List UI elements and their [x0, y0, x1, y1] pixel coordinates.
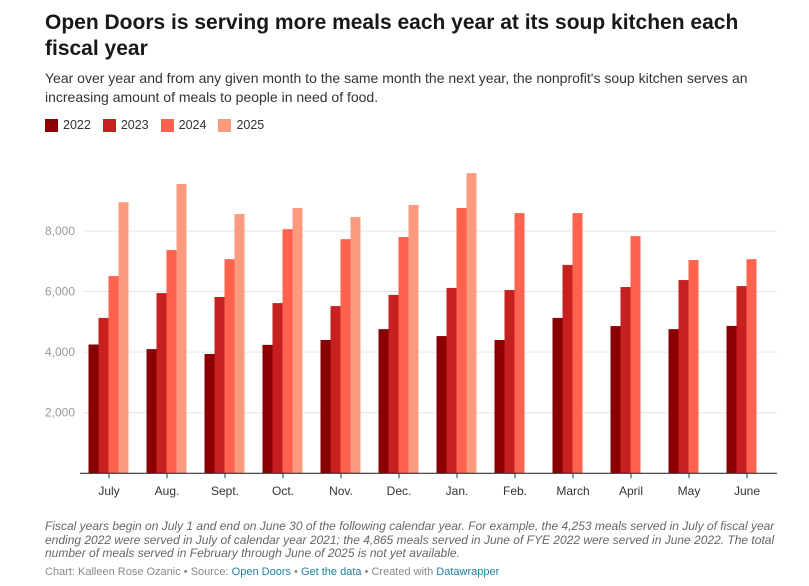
y-tick-label: 4,000 — [45, 345, 75, 359]
legend-item: 2024 — [160, 118, 207, 132]
chart-notes: Fiscal years begin on July 1 and end on … — [45, 519, 775, 560]
legend-item: 2023 — [102, 118, 149, 132]
y-tick-label: 8,000 — [45, 224, 75, 238]
legend-label: 2024 — [178, 118, 207, 132]
bar-2022-june — [726, 325, 737, 474]
credit-sep: • — [290, 566, 301, 578]
bar-2023-aug — [156, 293, 167, 474]
credit-line: Chart: Kalleen Rose Ozanic • Source: Ope… — [45, 566, 499, 578]
x-tick-label: Sept. — [211, 484, 239, 498]
bar-2022-july — [88, 344, 99, 474]
bar-2025-sept — [234, 214, 245, 474]
legend-swatch — [218, 118, 232, 132]
bar-2024-march — [572, 213, 583, 474]
x-tick-label: April — [619, 484, 643, 498]
bar-2025-oct — [292, 207, 303, 474]
y-tick-label: 6,000 — [45, 285, 75, 299]
bar-2024-feb — [514, 213, 525, 474]
bar-2025-july — [118, 202, 129, 474]
bar-2023-april — [620, 287, 631, 474]
bar-2022-dec — [378, 329, 389, 474]
bar-2022-nov — [320, 340, 331, 474]
chart-subtitle: Year over year and from any given month … — [45, 70, 748, 105]
bar-2024-april — [630, 236, 641, 474]
bar-2023-feb — [504, 290, 515, 474]
legend-label: 2022 — [63, 118, 91, 132]
bar-2023-nov — [330, 306, 341, 474]
x-tick-label: June — [734, 484, 760, 498]
bar-2023-july — [98, 317, 109, 474]
bar-2025-jan — [466, 173, 477, 474]
legend-swatch — [160, 118, 174, 132]
x-tick-label: Oct. — [272, 484, 294, 498]
x-tick-label: Nov. — [329, 484, 353, 498]
bar-2023-sept — [214, 297, 225, 474]
source-link[interactable]: Open Doors — [231, 566, 291, 578]
bar-2025-aug — [176, 184, 187, 474]
bar-2023-june — [736, 286, 747, 474]
bar-2024-sept — [224, 259, 235, 474]
bar-2025-nov — [350, 217, 361, 474]
bar-2022-sept — [204, 353, 215, 474]
x-tick-label: May — [678, 484, 701, 498]
bar-2024-jan — [456, 207, 467, 474]
legend-swatch — [45, 118, 58, 132]
credit-prefix: Chart: Kalleen Rose Ozanic • Source: — [45, 566, 232, 578]
x-tick-label: Jan. — [446, 484, 469, 498]
y-tick-label: 2,000 — [45, 406, 75, 420]
bar-2024-nov — [340, 239, 351, 474]
bar-2025-dec — [408, 204, 419, 474]
get-data-link[interactable]: Get the data — [300, 566, 362, 578]
bar-2022-aug — [146, 349, 157, 474]
legend-item: 2025 — [218, 118, 264, 132]
bar-2022-jan — [436, 336, 447, 474]
bar-2023-jan — [446, 287, 457, 474]
credit-sep: • Created with — [361, 566, 437, 578]
x-tick-label: March — [556, 484, 589, 498]
x-tick-label: Dec. — [387, 484, 412, 498]
x-tick-label: July — [98, 484, 119, 498]
bar-2023-dec — [388, 294, 399, 474]
bar-2024-may — [688, 260, 699, 474]
bar-2022-april — [610, 326, 621, 474]
datawrapper-link[interactable]: Datawrapper — [436, 566, 500, 578]
bar-2022-may — [668, 329, 679, 474]
legend-label: 2023 — [120, 118, 149, 132]
bar-2024-oct — [282, 229, 293, 474]
bar-2023-march — [562, 264, 573, 474]
legend: 2022 2023 2024 2025 — [45, 118, 264, 132]
legend-label: 2025 — [236, 118, 265, 132]
bar-2024-aug — [166, 250, 177, 474]
legend-item: 2022 — [45, 118, 91, 132]
bar-2024-june — [746, 259, 757, 474]
bar-2024-july — [108, 276, 119, 474]
x-tick-label: Feb. — [503, 484, 527, 498]
bar-2023-may — [678, 280, 689, 474]
bar-2022-march — [552, 317, 563, 474]
x-tick-label: Aug. — [155, 484, 180, 498]
legend-swatch — [102, 118, 116, 132]
bar-2022-oct — [262, 344, 273, 474]
bar-2022-feb — [494, 340, 505, 474]
chart-title: Open Doors is serving more meals each ye… — [45, 11, 739, 60]
bar-2024-dec — [398, 237, 409, 474]
bar-2023-oct — [272, 303, 283, 474]
